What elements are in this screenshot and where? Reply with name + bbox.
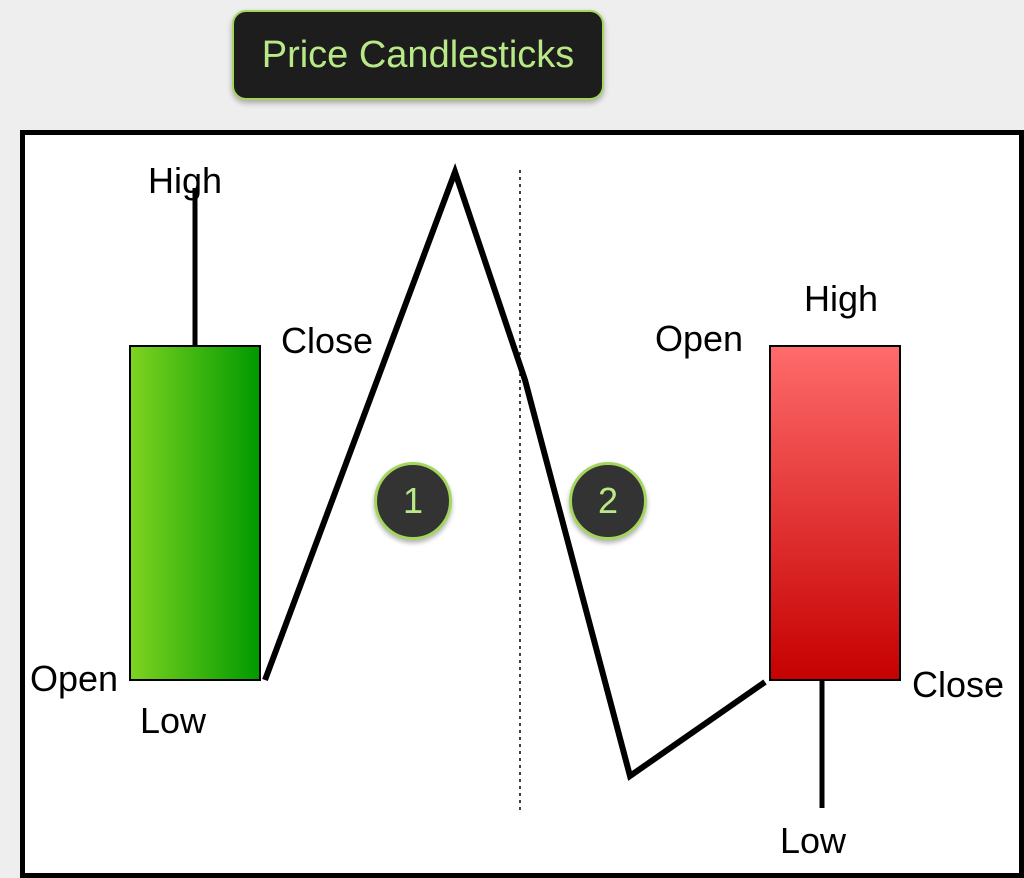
label-high-left: High [148, 160, 222, 202]
label-high-right: High [804, 278, 878, 320]
label-open-right: Open [655, 318, 743, 360]
title-badge: Price Candlesticks [232, 10, 604, 100]
step-circle-2: 2 [569, 462, 647, 540]
step-circle-1: 1 [374, 462, 452, 540]
diagram-panel [20, 130, 1024, 878]
label-low-right: Low [780, 820, 846, 862]
label-close-right: Close [912, 664, 1004, 706]
step-circle-label: 2 [598, 480, 618, 522]
step-circle-label: 1 [403, 480, 423, 522]
title-text: Price Candlesticks [262, 34, 575, 77]
label-close-left: Close [281, 320, 373, 362]
label-open-left: Open [30, 658, 118, 700]
label-low-left: Low [140, 700, 206, 742]
